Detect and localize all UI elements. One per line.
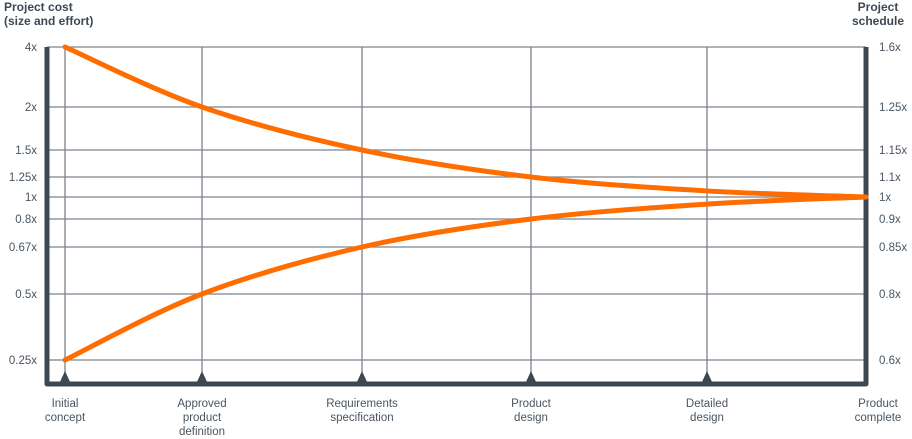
upper-bound-line [62, 44, 869, 200]
right-tick-label: 0.8x [879, 289, 901, 301]
left-axis-title-line: Project cost [4, 0, 73, 14]
right-axis-title-line: schedule [851, 14, 904, 28]
left-axis-title-line: (size and effort) [4, 14, 94, 28]
x-axis-label: Product complete [818, 397, 912, 425]
left-tick-label: 0.67x [9, 242, 37, 254]
left-tick-label: 4x [25, 42, 37, 54]
milestone-marker [701, 371, 713, 384]
right-tick-label: 0.6x [879, 355, 901, 367]
axis-frame [44, 47, 869, 387]
x-axis-label-line: Product [858, 398, 898, 410]
x-axis-label: Initial concept [5, 397, 125, 425]
x-axis-label-line: Product [511, 398, 551, 410]
right-axis-title: Project schedule [852, 0, 904, 28]
milestone-marker [525, 371, 537, 384]
x-axis-label-line: complete [854, 412, 902, 424]
x-axis-label-line: design [690, 412, 724, 424]
milestone-marker [356, 371, 368, 384]
left-tick-label: 1x [25, 192, 37, 204]
left-tick-label: 0.8x [15, 214, 37, 226]
left-axis-title: Project cost (size and effort) [4, 0, 93, 28]
lower-bound-line [62, 194, 869, 363]
x-axis-label-line: definition [178, 426, 226, 438]
x-axis-label: Detailed design [647, 397, 767, 425]
x-axis-label: Approved product definition [142, 397, 262, 439]
right-tick-label: 1.6x [879, 42, 901, 54]
milestone-marker [196, 371, 208, 384]
left-tick-label: 2x [25, 102, 37, 114]
x-axis-label: Requirements specification [302, 397, 422, 425]
x-axis-label-line: specification [330, 412, 394, 424]
x-axis-label-line: design [514, 412, 548, 424]
x-axis-label-line: Approved [177, 398, 227, 410]
left-tick-label: 1.5x [15, 145, 37, 157]
right-tick-label: 1.25x [879, 102, 907, 114]
milestone-marker [59, 371, 71, 384]
right-tick-label: 1x [879, 192, 891, 204]
x-axis-label-line: Initial [51, 398, 79, 410]
left-tick-label: 0.5x [15, 289, 37, 301]
x-axis-label-line: product [182, 412, 222, 424]
right-tick-label: 1.1x [879, 172, 901, 184]
right-tick-label: 0.85x [879, 242, 907, 254]
x-axis-label-line: Detailed [685, 398, 729, 410]
x-axis-label-line: concept [44, 412, 86, 424]
x-axis-label-line: Requirements [326, 398, 398, 410]
right-tick-label: 0.9x [879, 214, 901, 226]
right-axis-title-line: Project [857, 0, 899, 14]
x-axis-label: Product design [471, 397, 591, 425]
left-tick-label: 1.25x [9, 172, 37, 184]
right-tick-label: 1.15x [879, 145, 907, 157]
left-tick-label: 0.25x [9, 355, 37, 367]
